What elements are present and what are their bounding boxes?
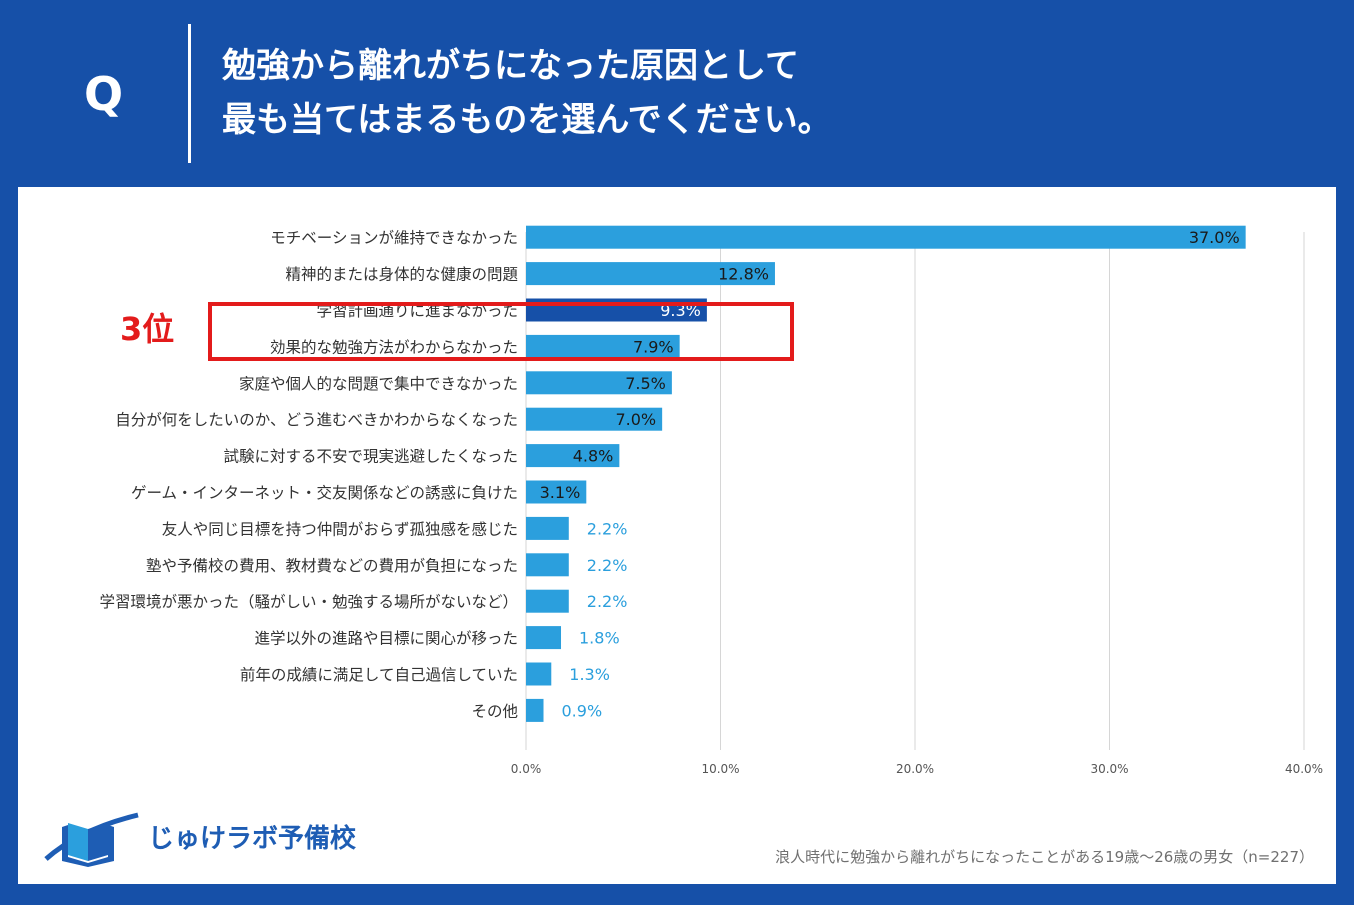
category-label: 学習計画通りに進まなかった bbox=[316, 302, 518, 320]
bar bbox=[526, 407, 663, 431]
highlight-box bbox=[208, 302, 794, 361]
bar bbox=[526, 225, 1246, 249]
bar bbox=[526, 371, 672, 395]
x-tick-label: 0.0% bbox=[511, 762, 542, 776]
category-label: モチベーションが維持できなかった bbox=[270, 229, 518, 247]
data-label: 12.8% bbox=[718, 265, 769, 284]
category-label: 学習環境が悪かった（騒がしい・勉強する場所がないなど） bbox=[99, 592, 518, 611]
x-tick-label: 40.0% bbox=[1285, 762, 1323, 776]
data-label: 4.8% bbox=[573, 447, 614, 466]
category-label: ゲーム・インターネット・交友関係などの誘惑に負けた bbox=[131, 484, 518, 502]
bar bbox=[526, 334, 680, 358]
data-label: 37.0% bbox=[1189, 228, 1240, 247]
category-label: 自分が何をしたいのか、どう進むべきかわからなくなった bbox=[115, 411, 518, 429]
bar bbox=[526, 589, 569, 613]
category-label: 進学以外の進路や目標に関心が移った bbox=[254, 630, 518, 648]
data-label: 1.8% bbox=[579, 629, 620, 648]
data-label: 0.9% bbox=[562, 701, 603, 720]
data-label: 2.2% bbox=[587, 556, 628, 575]
category-label: 試験に対する不安で現実逃避したくなった bbox=[223, 448, 518, 466]
bar bbox=[526, 444, 620, 468]
bar bbox=[526, 698, 544, 722]
book-icon bbox=[44, 812, 139, 867]
category-label: 精神的または身体的な健康の問題 bbox=[285, 266, 518, 284]
data-label: 7.9% bbox=[633, 337, 674, 356]
header-divider bbox=[188, 24, 191, 163]
category-label: 前年の成績に満足して自己過信していた bbox=[240, 666, 518, 684]
data-label: 2.2% bbox=[587, 519, 628, 538]
bar bbox=[526, 662, 552, 686]
logo-text: じゅけラボ予備校 bbox=[148, 824, 357, 854]
category-label: 友人や同じ目標を持つ仲間がおらず孤独感を感じた bbox=[162, 520, 518, 538]
bar bbox=[526, 480, 587, 504]
category-label: 効果的な勉強方法がわからなかった bbox=[270, 338, 518, 356]
bar bbox=[526, 626, 562, 650]
logo: じゅけラボ予備校 bbox=[40, 809, 380, 871]
category-label: 塾や予備校の費用、教材費などの費用が負担になった bbox=[146, 557, 518, 575]
x-tick-label: 30.0% bbox=[1090, 762, 1128, 776]
category-label: 家庭や個人的な問題で集中できなかった bbox=[239, 375, 518, 393]
question-header: Q 勉強から離れがちになった原因として 最も当てはまるものを選んでください。 bbox=[0, 0, 1354, 187]
footnote: 浪人時代に勉強から離れがちになったことがある19歳～26歳の男女（n=227） bbox=[775, 848, 1314, 866]
data-label: 2.2% bbox=[587, 592, 628, 611]
data-label: 7.5% bbox=[625, 374, 666, 393]
q-mark: Q bbox=[84, 67, 124, 121]
bar bbox=[526, 553, 569, 577]
chart-panel: 0.0% 10.0% 20.0% 30.0% 40.0% モチベーションが維持できなかった… bbox=[18, 187, 1336, 884]
question-line-1: 勉強から離れがちになった原因として bbox=[222, 46, 799, 86]
data-label: 1.3% bbox=[569, 665, 610, 684]
x-tick-label: 10.0% bbox=[701, 762, 739, 776]
question-line-2: 最も当てはまるものを選んでください。 bbox=[222, 100, 832, 140]
category-label: その他 bbox=[471, 702, 518, 720]
rank-label: 3位 bbox=[120, 310, 175, 348]
x-tick-label: 20.0% bbox=[896, 762, 934, 776]
data-label: 7.0% bbox=[615, 410, 656, 429]
data-label: 3.1% bbox=[540, 483, 581, 502]
bar bbox=[526, 262, 775, 286]
bar bbox=[526, 516, 569, 540]
bar-chart: 0.0% 10.0% 20.0% 30.0% 40.0% モチベーションが維持できなかった… bbox=[99, 225, 1323, 776]
